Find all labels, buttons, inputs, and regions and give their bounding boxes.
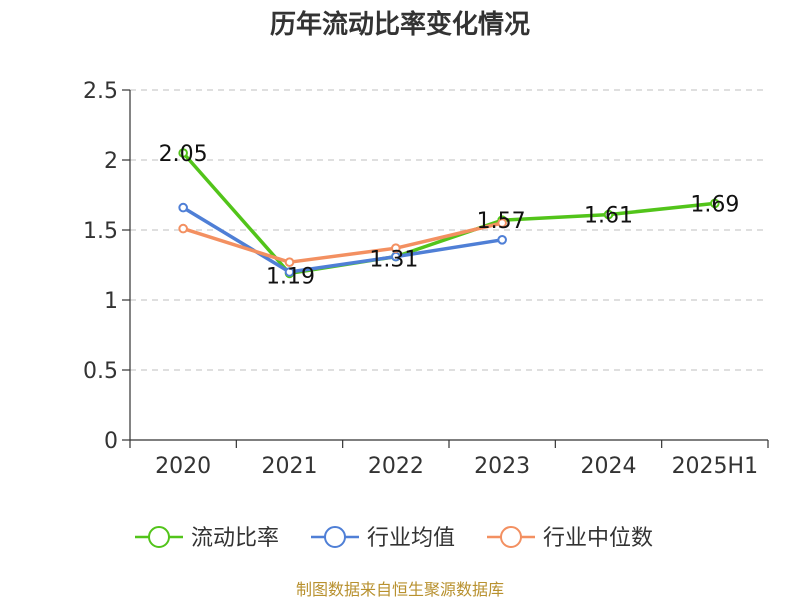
legend-item: 流动比率	[135, 526, 279, 551]
data-labels: 2.05 1.19 1.31 1.57 1.61 1.69	[159, 142, 740, 289]
legend-item: 行业中位数	[487, 526, 653, 551]
data-point	[710, 198, 720, 209]
legend-label: 行业均值	[367, 526, 455, 551]
data-point	[178, 148, 188, 158]
series-line	[181, 151, 717, 276]
grid-lines	[130, 89, 768, 371]
data-point	[178, 223, 188, 234]
series-lines	[181, 151, 717, 276]
axes	[122, 89, 769, 448]
data-label: 1.19	[266, 264, 315, 289]
data-point	[284, 257, 295, 268]
legend-item: 行业均值	[311, 526, 455, 551]
series-line	[181, 205, 504, 274]
legend-label: 流动比率	[191, 526, 279, 551]
x-axis-tick-labels: 2020 2021 2022 2023 2024 2025H1	[155, 454, 758, 479]
data-label: 1.61	[584, 204, 633, 229]
series-points	[178, 148, 720, 279]
chart-title: 历年流动比率变化情况	[270, 9, 530, 40]
y-tick-label: 0.5	[83, 359, 118, 384]
x-tick-label: 2020	[155, 454, 211, 479]
data-point	[603, 209, 614, 220]
data-point	[497, 235, 507, 245]
data-point	[284, 267, 295, 277]
legend: 流动比率 行业均值 行业中位数	[135, 526, 653, 551]
y-tick-label: 1	[104, 289, 118, 314]
y-axis-tick-labels: 0 0.5 1 1.5 2 2.5	[83, 79, 118, 454]
x-tick-label: 2022	[368, 454, 424, 479]
legend-marker	[500, 526, 522, 548]
x-tick-label: 2024	[581, 454, 637, 479]
y-tick-label: 0	[104, 429, 118, 454]
x-tick-label: 2021	[262, 454, 318, 479]
data-label: 1.69	[690, 192, 739, 217]
data-point	[178, 202, 188, 213]
x-tick-label: 2025H1	[672, 454, 759, 479]
data-point	[497, 218, 507, 228]
x-tick-label: 2023	[474, 454, 530, 479]
y-tick-label: 2	[104, 149, 118, 174]
legend-label: 行业中位数	[543, 526, 653, 551]
data-label: 2.05	[159, 142, 208, 167]
data-point	[391, 243, 401, 253]
data-label: 1.31	[369, 248, 418, 273]
y-tick-label: 2.5	[83, 79, 118, 104]
legend-marker	[324, 526, 346, 548]
series-line	[181, 221, 504, 264]
y-tick-label: 1.5	[83, 219, 118, 244]
legend-marker	[148, 526, 170, 548]
data-label: 1.57	[477, 209, 526, 234]
source-note: 制图数据来自恒生聚源数据库	[296, 580, 504, 599]
